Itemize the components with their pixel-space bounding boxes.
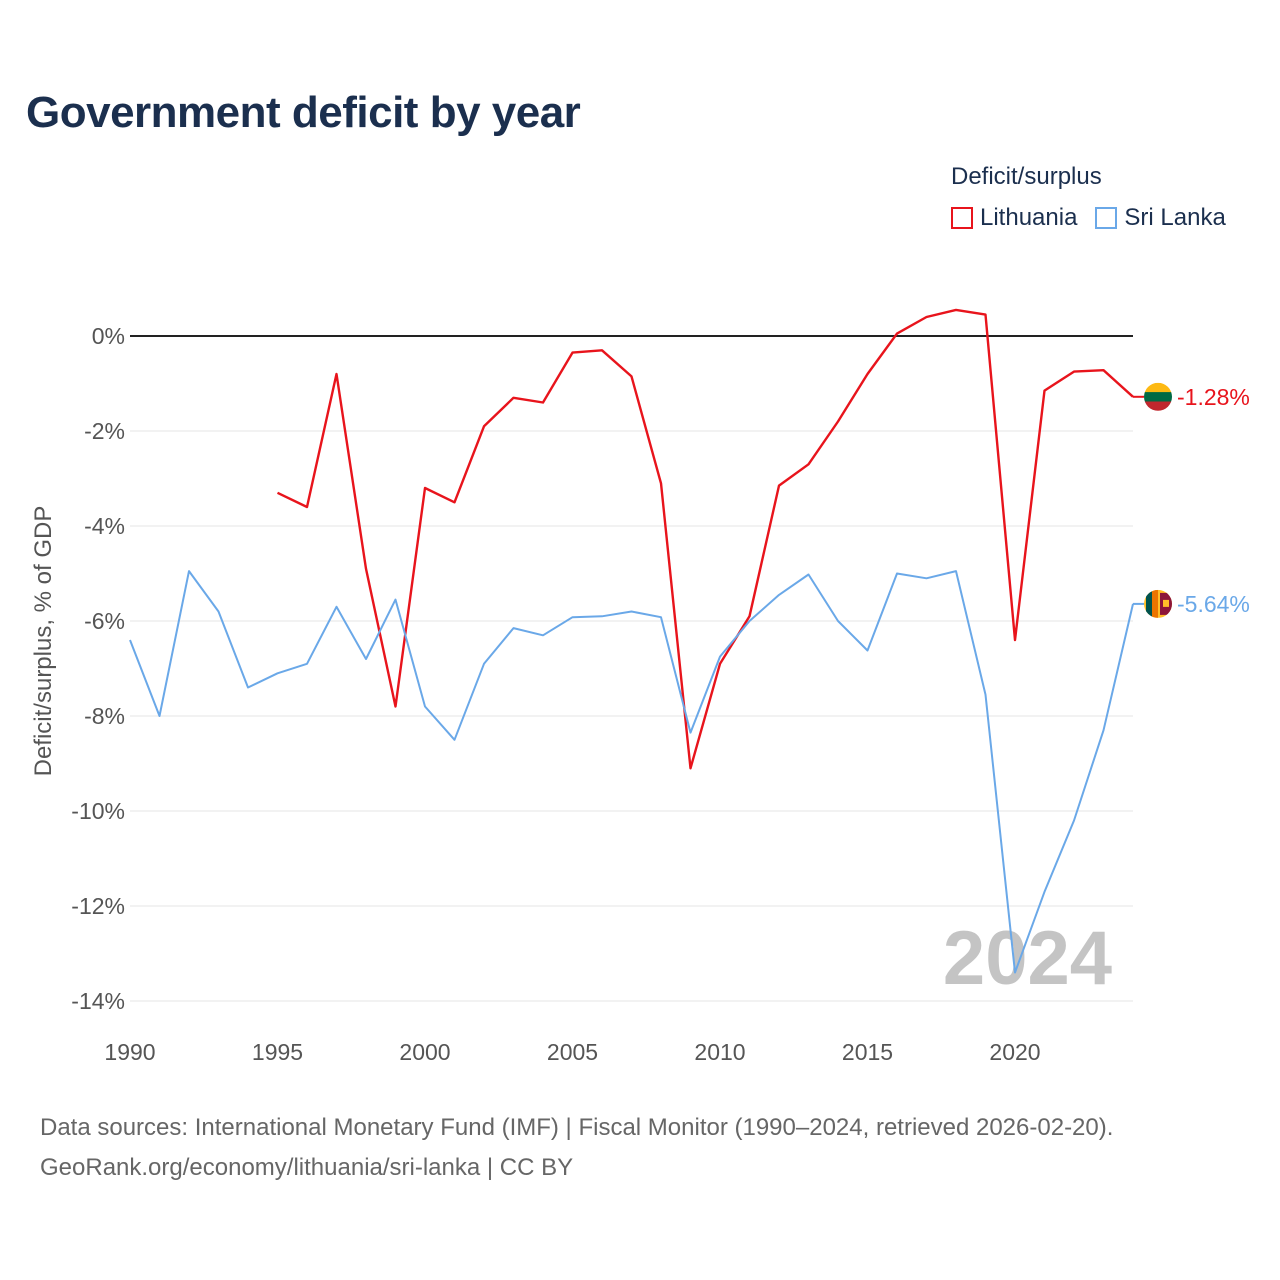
legend: Lithuania Sri Lanka [951,204,1244,232]
y-tick-label: -6% [84,608,125,634]
y-axis-ticks: 0% -2% -4% -6% -8% -10% -12% -14% [71,323,125,1014]
series-line-lithuania[interactable] [276,308,1134,770]
legend-item-lithuania[interactable]: Lithuania [951,204,1077,232]
year-watermark: 2024 [943,916,1112,1001]
x-tick-label: 1990 [104,1039,155,1065]
x-tick-label: 1995 [252,1039,303,1065]
legend-item-sri-lanka[interactable]: Sri Lanka [1095,204,1226,232]
x-tick-label: 2010 [694,1039,745,1065]
x-axis-ticks: 1990 1995 2000 2005 2010 2015 2020 [104,1039,1040,1065]
legend-swatch-lithuania [951,207,973,229]
sri-lanka-flag-icon [1144,589,1172,618]
end-value-label-lithuania: -1.28% [1177,384,1250,410]
data-source-note: Data sources: International Monetary Fun… [40,1114,1114,1141]
x-tick-label: 2000 [399,1039,450,1065]
source-link[interactable]: GeoRank.org/economy/lithuania/sri-lanka … [40,1154,574,1181]
y-tick-label: -10% [71,798,125,824]
lithuania-flag-icon [1144,382,1172,411]
y-tick-label: -12% [71,893,125,919]
y-tick-label: 0% [92,323,125,349]
y-tick-label: -2% [84,418,125,444]
y-axis-label: Deficit/surplus, % of GDP [30,506,57,777]
legend-swatch-sri-lanka [1095,207,1118,229]
line-chart: 0% -2% -4% -6% -8% -10% -12% -14% 1990 1995 2000 2… [30,308,1250,1065]
chart-title: Government deficit by year [26,88,581,137]
legend-title: Deficit/surplus [951,163,1102,190]
y-tick-label: -14% [71,988,125,1014]
series-line-sri-lanka[interactable] [129,570,1134,974]
end-value-label-sri-lanka: -5.64% [1177,591,1250,617]
footer: Data sources: International Monetary Fun… [40,1108,1113,1188]
gridlines [130,335,1133,1002]
end-markers: -1.28% -5.64% [1133,382,1250,618]
x-tick-label: 2015 [842,1039,893,1065]
legend-label-sri-lanka: Sri Lanka [1124,204,1226,231]
series-lines [129,308,1134,974]
x-tick-label: 2020 [989,1039,1040,1065]
x-tick-label: 2005 [547,1039,598,1065]
y-tick-label: -8% [84,703,125,729]
legend-label-lithuania: Lithuania [980,204,1078,231]
y-tick-label: -4% [84,513,125,539]
